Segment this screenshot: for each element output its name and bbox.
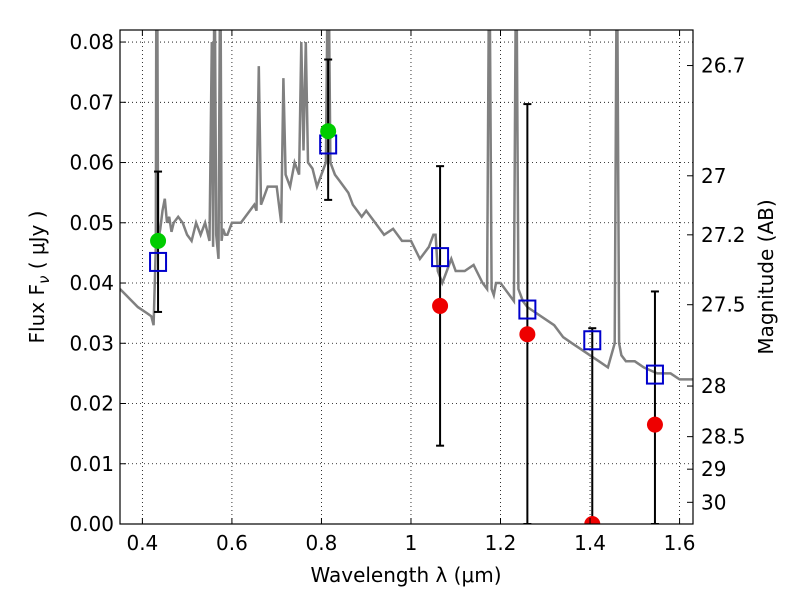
- detection-point: [320, 123, 337, 140]
- y-axis-ticks: 0.00 0.01 0.02 0.03 0.04 0.05 0.06 0.07 0.08: [69, 30, 126, 536]
- error-bars: [154, 58, 659, 524]
- right-tick-label: 29: [701, 457, 726, 481]
- right-axis-title: Magnitude (AB): [754, 199, 778, 354]
- plot-frame: [119, 29, 694, 525]
- observed-flux-box: [431, 247, 450, 268]
- y-axis-title: Flux Fν ( μJy ): [25, 211, 53, 344]
- upper-limit-point: [432, 297, 449, 314]
- y-axis-title-subscript: ν: [35, 276, 53, 284]
- x-tick-label: 1.4: [574, 531, 606, 555]
- upper-limit-point: [646, 416, 663, 433]
- x-tick-label: 1.2: [485, 531, 517, 555]
- y-tick-label: 0.02: [69, 392, 114, 416]
- upper-limit-point: [584, 516, 601, 524]
- observed-flux-boxes: [149, 134, 664, 385]
- x-tick-label: 0.8: [306, 531, 338, 555]
- y-axis-title-main: Flux F: [25, 284, 49, 343]
- right-tick-label: 26.7: [701, 54, 746, 78]
- y-tick-label: 0.01: [69, 452, 114, 476]
- right-tick-label: 27: [701, 164, 726, 188]
- right-tick-label: 27.5: [701, 293, 746, 317]
- x-axis-title: Wavelength λ (μm): [310, 563, 501, 587]
- detection-point: [150, 232, 167, 249]
- upper-limit-point: [519, 326, 536, 343]
- observed-flux-box: [149, 251, 168, 272]
- y-tick-label: 0.06: [69, 151, 114, 175]
- x-tick-label: 0.4: [126, 531, 158, 555]
- y-tick-label: 0.07: [69, 90, 114, 114]
- y-tick-label: 0.05: [69, 211, 114, 235]
- x-axis-ticks: 0.4 0.6 0.8 1 1.2 1.4 1.6: [126, 30, 695, 555]
- right-tick-label: 30: [701, 490, 726, 514]
- x-tick-label: 0.6: [216, 531, 248, 555]
- right-axis-ticks: 26.7 27 27.2 27.5 28 28.5 29 30: [687, 54, 746, 514]
- y-axis-title-unit: ( μJy ): [25, 211, 49, 276]
- y-tick-label: 0.08: [69, 30, 114, 54]
- right-tick-label: 28: [701, 374, 726, 398]
- photometry-points: [150, 123, 663, 524]
- model-spectrum-line: [120, 30, 693, 381]
- right-tick-label: 28.5: [701, 425, 746, 449]
- observed-flux-box: [645, 364, 664, 385]
- y-tick-label: 0.04: [69, 271, 114, 295]
- grid: [120, 30, 693, 525]
- plot-area: [120, 30, 693, 524]
- x-tick-label: 1.6: [664, 531, 696, 555]
- y-tick-label: 0.00: [69, 512, 114, 536]
- right-tick-label: 27.2: [701, 223, 746, 247]
- x-tick-label: 1: [405, 531, 418, 555]
- observed-flux-box: [518, 299, 537, 320]
- observed-flux-box: [583, 330, 602, 351]
- y-tick-label: 0.03: [69, 331, 114, 355]
